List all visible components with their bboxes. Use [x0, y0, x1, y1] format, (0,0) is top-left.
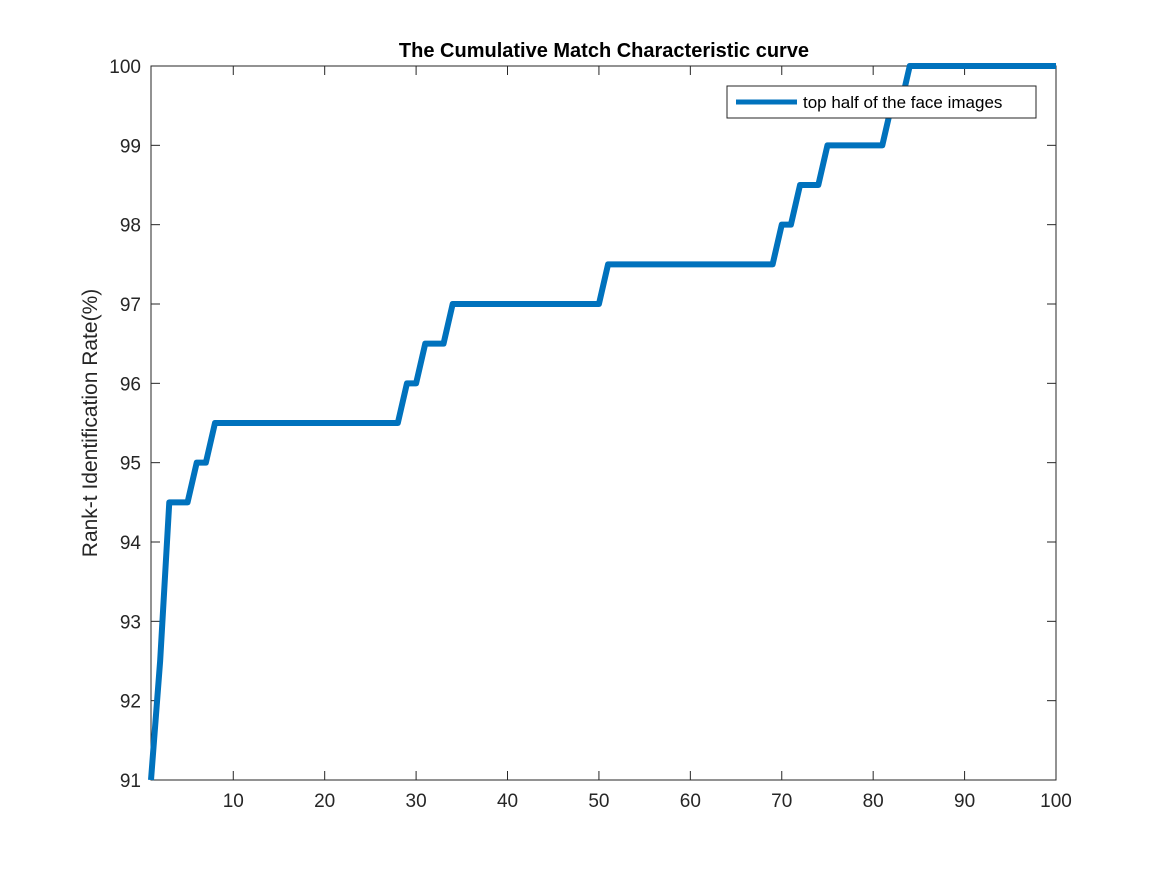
x-tick-label: 30 [406, 791, 427, 812]
y-tick-label: 93 [120, 612, 141, 633]
y-tick-label: 100 [109, 57, 141, 78]
y-tick-label: 97 [120, 295, 141, 316]
y-axis-label: Rank-t Identification Rate(%) [79, 289, 102, 557]
y-tick-label: 94 [120, 533, 142, 554]
legend: top half of the face images [726, 85, 1037, 119]
y-tick-label: 99 [120, 136, 141, 157]
x-tick-label: 50 [588, 791, 609, 812]
x-tick-label: 40 [497, 791, 518, 812]
plot-area: 10 20 30 40 50 60 70 80 90 100 91 92 93 94 95 96 97 98 99 1… [109, 57, 1072, 812]
x-tick-label: 80 [863, 791, 884, 812]
x-tick-label: 70 [771, 791, 792, 812]
y-tick-label: 96 [120, 374, 141, 395]
legend-label: top half of the face images [803, 93, 1002, 112]
y-tick-label: 98 [120, 216, 141, 237]
x-tick-label: 90 [954, 791, 975, 812]
x-tick-label: 100 [1040, 791, 1072, 812]
axis-tick-labels: 10 20 30 40 50 60 70 80 90 100 91 92 93 94 95 96 97 98 99 1… [109, 57, 1072, 812]
chart-title: The Cumulative Match Characteristic curv… [399, 40, 809, 62]
y-tick-label: 91 [120, 771, 141, 792]
x-tick-label: 60 [680, 791, 701, 812]
y-tick-label: 92 [120, 692, 141, 713]
x-tick-label: 10 [223, 791, 244, 812]
x-tick-label: 20 [314, 791, 335, 812]
y-tick-label: 95 [120, 454, 141, 475]
